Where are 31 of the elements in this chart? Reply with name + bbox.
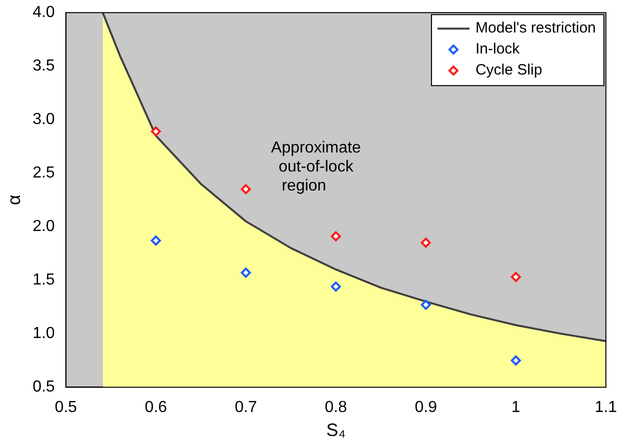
point: [420, 238, 431, 248]
legend-label: Model's restriction: [475, 20, 596, 37]
point: [510, 355, 521, 366]
y-tick-label: 3.5: [32, 58, 55, 75]
point: [510, 272, 521, 282]
x-tick-label: 0.9: [414, 399, 438, 416]
point: [240, 268, 251, 278]
x-tick-label: 0.5: [54, 399, 78, 416]
x-tick-label: 1.1: [594, 399, 618, 416]
y-tick-label: 0.5: [32, 378, 55, 396]
point: [420, 300, 431, 310]
point: [150, 126, 161, 136]
x-tick-label: 1: [511, 399, 520, 416]
y-tick-label: 1.5: [32, 272, 55, 289]
x-axis-title: S₄: [326, 420, 346, 440]
y-tick-label: 2.0: [32, 218, 55, 236]
y-axis-title: α: [4, 194, 24, 206]
point: [150, 236, 161, 246]
x-tick-label: 0.7: [234, 399, 258, 416]
annotation: Approximate out-of-lock region: [271, 139, 361, 194]
legend-label: Cycle Slip: [475, 62, 542, 79]
point: [330, 231, 341, 242]
point: [240, 184, 251, 194]
point: [330, 282, 341, 292]
x-tick-label: 0.6: [144, 399, 168, 416]
x-tick-label: 0.8: [324, 399, 348, 416]
legend-label: In-lock: [475, 40, 520, 58]
y-tick-label: 2.5: [32, 164, 55, 182]
y-tick-label: 4.0: [32, 4, 55, 22]
y-tick-label: 1.0: [32, 325, 55, 342]
y-tick-label: 3.0: [32, 111, 55, 128]
